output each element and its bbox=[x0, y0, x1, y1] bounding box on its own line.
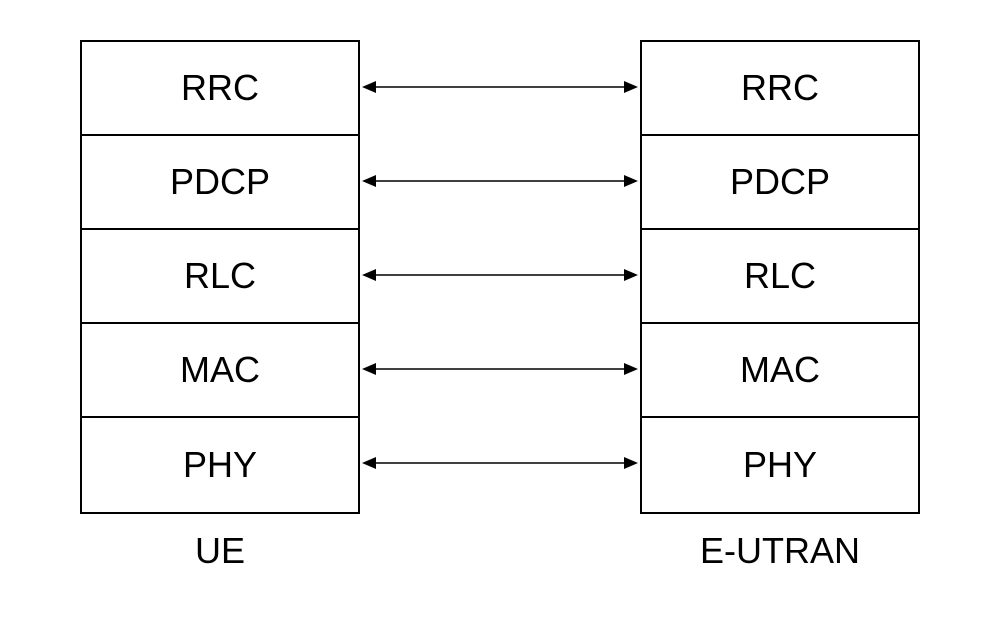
bidirectional-arrow-icon bbox=[362, 265, 638, 285]
protocol-stack-diagram: RRC PDCP RLC MAC PHY RRC PDCP RLC MAC PH… bbox=[0, 0, 1000, 636]
layer-rlc-ue: RLC bbox=[82, 230, 358, 324]
layer-pdcp-ue: PDCP bbox=[82, 136, 358, 230]
layer-rrc-eutran: RRC bbox=[642, 42, 918, 136]
ue-label: UE bbox=[80, 530, 360, 572]
bidirectional-arrow-icon bbox=[362, 77, 638, 97]
arrow-rlc bbox=[362, 228, 638, 322]
eutran-label: E-UTRAN bbox=[640, 530, 920, 572]
bidirectional-arrow-icon bbox=[362, 453, 638, 473]
eutran-stack: RRC PDCP RLC MAC PHY bbox=[640, 40, 920, 514]
layer-mac-ue: MAC bbox=[82, 324, 358, 418]
arrow-mac bbox=[362, 322, 638, 416]
layer-phy-ue: PHY bbox=[82, 418, 358, 512]
layer-pdcp-eutran: PDCP bbox=[642, 136, 918, 230]
layer-rlc-eutran: RLC bbox=[642, 230, 918, 324]
layer-mac-eutran: MAC bbox=[642, 324, 918, 418]
ue-stack: RRC PDCP RLC MAC PHY bbox=[80, 40, 360, 514]
layer-rrc-ue: RRC bbox=[82, 42, 358, 136]
bidirectional-arrow-icon bbox=[362, 171, 638, 191]
arrows-container bbox=[362, 40, 638, 510]
arrow-rrc bbox=[362, 40, 638, 134]
layer-phy-eutran: PHY bbox=[642, 418, 918, 512]
arrow-phy bbox=[362, 416, 638, 510]
arrow-pdcp bbox=[362, 134, 638, 228]
bidirectional-arrow-icon bbox=[362, 359, 638, 379]
